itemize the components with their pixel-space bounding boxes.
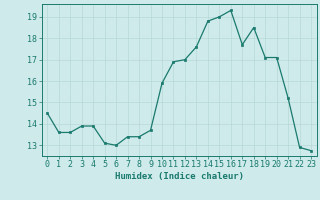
X-axis label: Humidex (Indice chaleur): Humidex (Indice chaleur) (115, 172, 244, 181)
